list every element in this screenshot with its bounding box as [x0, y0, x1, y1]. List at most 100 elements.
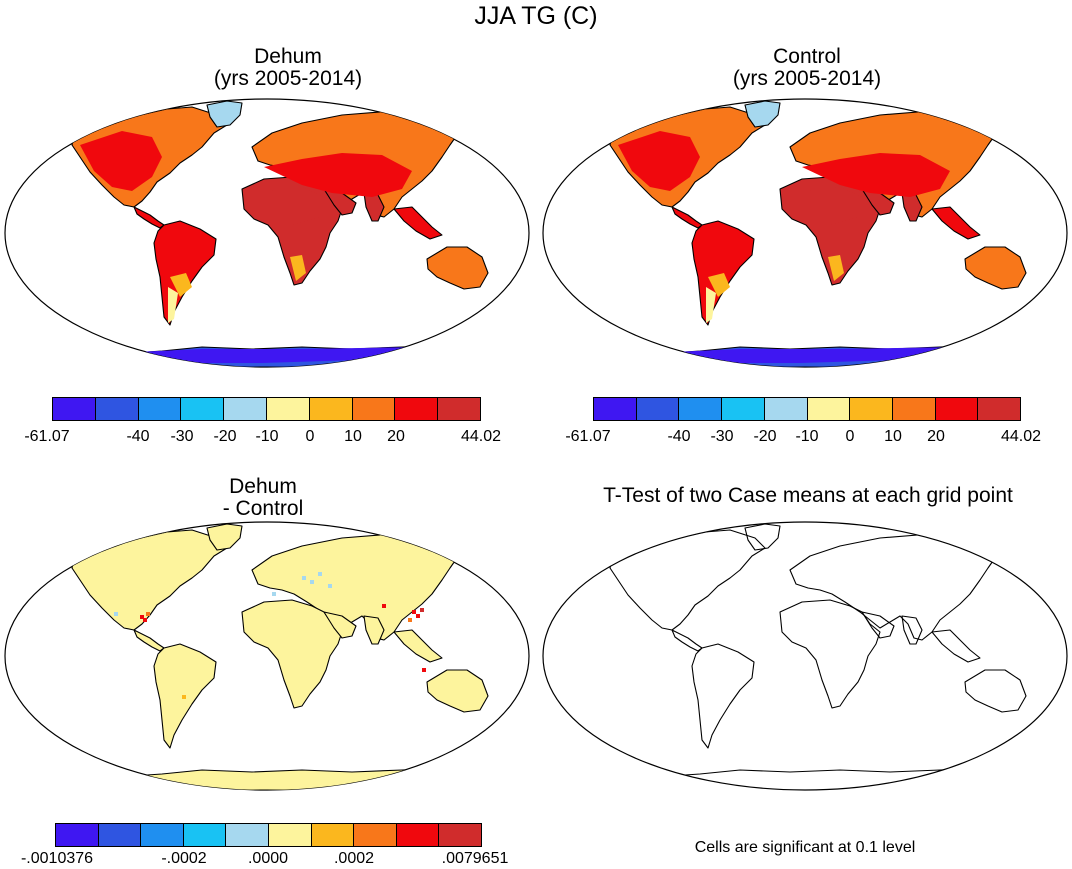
cbar2-tick: -20	[753, 428, 777, 445]
temperature-zone	[706, 287, 716, 323]
temperature-zone	[264, 153, 412, 197]
anomaly-cell	[416, 614, 420, 618]
temperature-zone	[80, 131, 162, 191]
panel-title-control-line1: Control	[773, 45, 841, 68]
panel-title-diff-line2: - Control	[222, 497, 304, 520]
cbar1-tick-max: 44.02	[460, 428, 502, 445]
temperature-zone	[112, 347, 422, 363]
colorbar-swatch	[268, 824, 312, 846]
landmass-greenland	[206, 100, 243, 128]
colorbar-swatch	[352, 398, 396, 420]
cbar1-tick: 20	[387, 428, 405, 445]
colorbar-swatch	[722, 398, 765, 420]
cbar3-tick-min: -.0010376	[20, 850, 94, 867]
panel-title-control: Control (yrs 2005-2014)	[682, 46, 932, 90]
landmass-india	[901, 615, 923, 645]
cbar2-tick: -40	[667, 428, 691, 445]
anomaly-cell	[408, 618, 412, 622]
colorbar-swatch	[354, 824, 397, 846]
temperature-zone	[618, 131, 700, 191]
colorbar-swatch	[226, 824, 269, 846]
colorbar-swatch	[892, 398, 936, 420]
colorbar-swatch	[438, 398, 480, 420]
panel-title-dehum: Dehum (yrs 2005-2014)	[163, 46, 413, 90]
temperature-zone	[790, 187, 862, 225]
colorbar-dehum	[52, 397, 481, 421]
landmass-greenland	[744, 523, 781, 551]
map-diff	[4, 521, 530, 791]
panel-title-dehum-line1: Dehum	[254, 45, 322, 68]
landmass-antarctica	[644, 767, 981, 790]
colorbar-swatch	[764, 398, 808, 420]
temperature-zone	[650, 347, 960, 363]
panel-title-control-line2: (yrs 2005-2014)	[732, 67, 882, 90]
colorbar-swatch	[224, 398, 267, 420]
map-dehum	[4, 98, 530, 368]
landmass-arabia	[861, 611, 895, 639]
colorbar-swatch	[978, 398, 1021, 420]
landmass-india	[363, 615, 385, 645]
colorbar-swatch	[395, 398, 439, 420]
anomaly-cell	[146, 612, 150, 616]
figure-title: JJA TG (C)	[474, 2, 598, 30]
colorbar-swatch	[850, 398, 893, 420]
landmass-greenland	[744, 100, 781, 128]
colorbar-swatch	[311, 824, 355, 846]
colorbar-control	[593, 397, 1021, 421]
landmass-greenland	[206, 523, 243, 551]
colorbar-swatch	[679, 398, 723, 420]
temperature-zone	[290, 255, 306, 281]
anomaly-cell	[143, 618, 147, 622]
colorbar-swatch	[396, 824, 440, 846]
landmass-northAmerica	[71, 529, 228, 631]
cbar1-tick: -10	[255, 428, 279, 445]
colorbar-diff	[55, 823, 482, 847]
landmass-northAmerica	[609, 529, 766, 631]
landmass-seAsia	[393, 629, 443, 663]
landmass-australia	[426, 246, 489, 290]
landmass-africa	[779, 599, 881, 709]
cbar2-tick-min: -61.07	[565, 428, 611, 445]
cbar3-tick: -.0002	[161, 850, 207, 867]
anomaly-cell	[412, 610, 416, 614]
colorbar-swatch	[53, 398, 96, 420]
landmass-australia	[964, 246, 1027, 290]
colorbar-swatch	[935, 398, 979, 420]
colorbar-swatch	[807, 398, 851, 420]
colorbar-swatch	[636, 398, 680, 420]
anomaly-cell	[382, 604, 386, 608]
cbar2-tick: -10	[795, 428, 819, 445]
landmass-australia	[964, 669, 1027, 713]
colorbar-swatch	[56, 824, 99, 846]
cbar3-tick: .0002	[333, 850, 375, 867]
anomaly-cell	[318, 572, 322, 576]
map-ttest	[542, 521, 1068, 791]
colorbar-swatch	[266, 398, 310, 420]
cbar1-tick: -20	[213, 428, 237, 445]
anomaly-cell	[328, 584, 332, 588]
temperature-zone	[708, 273, 730, 297]
temperature-zone	[252, 187, 324, 225]
anomaly-cell	[302, 576, 306, 580]
colorbar-swatch	[183, 824, 227, 846]
panel-title-dehum-line2: (yrs 2005-2014)	[213, 67, 363, 90]
cbar1-tick: -30	[170, 428, 194, 445]
temperature-zone	[170, 273, 192, 297]
landmass-southAmerica	[691, 643, 755, 749]
colorbar-swatch	[594, 398, 637, 420]
cbar2-tick: 0	[845, 428, 855, 445]
cbar2-tick: 10	[884, 428, 902, 445]
cbar1-tick-min: -61.07	[24, 428, 70, 445]
colorbar-swatch	[98, 824, 142, 846]
colorbar-swatch	[95, 398, 139, 420]
anomaly-cell	[182, 695, 186, 699]
panel-title-ttest: T-Test of two Case means at each grid po…	[603, 484, 1013, 507]
landmass-arabia	[323, 611, 357, 639]
colorbar-swatch	[309, 398, 353, 420]
ttest-note: Cells are significant at 0.1 level	[694, 839, 916, 856]
landmass-seAsia	[931, 206, 981, 240]
cbar1-tick: 10	[344, 428, 362, 445]
temperature-zone	[802, 153, 950, 197]
landmass-australia	[426, 669, 489, 713]
anomaly-cell	[422, 668, 426, 672]
